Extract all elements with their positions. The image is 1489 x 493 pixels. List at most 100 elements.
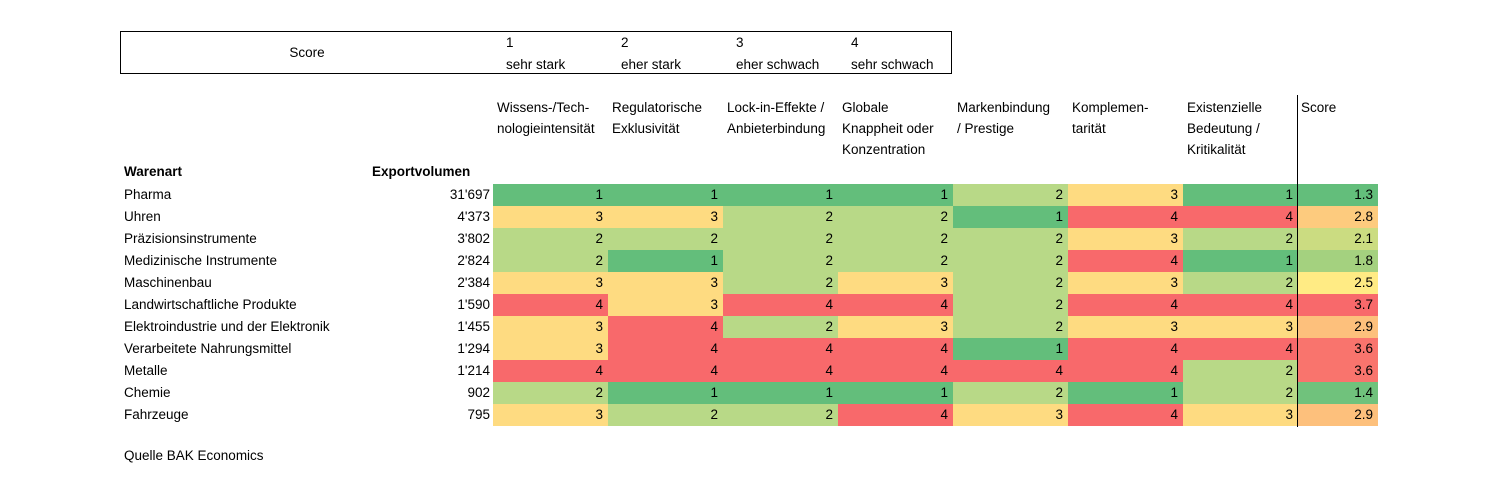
score-cell: 2.8	[1298, 206, 1378, 228]
heatmap-cell: 3	[838, 316, 953, 338]
heatmap-cell: 2	[723, 404, 838, 426]
score-legend: Score 1 sehr stark 2 eher stark 3 eher s…	[120, 31, 952, 74]
heatmap-cell: 2	[953, 294, 1068, 316]
row-label: Metalle	[124, 363, 168, 378]
heatmap-cell: 2	[953, 382, 1068, 404]
heatmap-cell: 4	[608, 360, 723, 382]
row-label: Elektroindustrie und der Elektronik	[124, 319, 330, 334]
legend-num: 3	[736, 35, 744, 50]
heatmap-cell: 2	[1183, 272, 1298, 294]
column-header-line: Knappheit oder	[842, 121, 934, 136]
heatmap-cell: 4	[953, 360, 1068, 382]
score-cell: 3.6	[1298, 360, 1378, 382]
score-column-header: Score	[1301, 100, 1337, 115]
column-header: Lock-in-Effekte / Anbieterbindung	[723, 97, 838, 139]
table-row: Pharma 31'697 1 1 1 1 2 3 1 1.3	[0, 184, 1489, 206]
column-header-line: Globale	[842, 100, 889, 115]
heatmap-cell: 3	[493, 338, 608, 360]
heatmap-cell: 4	[838, 294, 953, 316]
export-volume: 31'697	[449, 187, 490, 202]
heatmap-cell: 1	[723, 382, 838, 404]
heatmap-cell: 4	[838, 404, 953, 426]
table-row: Elektroindustrie und der Elektronik 1'455…	[0, 316, 1489, 338]
heatmap-cell: 4	[493, 360, 608, 382]
legend-label: eher stark	[621, 57, 682, 72]
heatmap-cell: 1	[608, 382, 723, 404]
export-volume: 3'802	[457, 231, 490, 246]
table-row: Maschinenbau 2'384 3 3 2 3 2 3 2 2.5	[0, 272, 1489, 294]
heatmap-cell: 4	[1183, 206, 1298, 228]
legend-num: 2	[621, 35, 629, 50]
heatmap-cell: 3	[1183, 316, 1298, 338]
heatmap-cell: 3	[1068, 184, 1183, 206]
heatmap-cell: 4	[1068, 206, 1183, 228]
column-header-line: Lock-in-Effekte /	[727, 100, 825, 115]
heatmap-cell: 1	[1183, 250, 1298, 272]
heatmap-cell: 4	[723, 294, 838, 316]
source-note: Quelle BAK Economics	[124, 448, 264, 463]
row-label: Präzisionsinstrumente	[124, 231, 257, 246]
heatmap-cell: 3	[608, 206, 723, 228]
column-header-line: Wissens-/Tech-	[497, 100, 590, 115]
heatmap-cell: 2	[723, 228, 838, 250]
legend-label: eher schwach	[736, 57, 820, 72]
column-header: Wissens-/Tech-nologieintensität	[493, 97, 608, 139]
row-label: Pharma	[124, 187, 172, 202]
score-cell: 1.4	[1298, 382, 1378, 404]
heatmap-cell: 2	[838, 206, 953, 228]
heatmap-cell: 4	[838, 338, 953, 360]
heatmap-cell: 1	[953, 338, 1068, 360]
row-label: Chemie	[124, 385, 171, 400]
column-header: Komplemen-tarität	[1068, 97, 1183, 139]
heatmap-cell: 3	[608, 272, 723, 294]
warenart-header: Warenart	[124, 164, 183, 179]
heatmap-cell: 3	[1068, 272, 1183, 294]
column-header-line: Komplemen-	[1072, 100, 1149, 115]
column-header-line: Konzentration	[842, 142, 926, 157]
export-volume: 1'294	[457, 341, 490, 356]
row-label: Medizinische Instrumente	[124, 253, 278, 268]
column-header: Globale Knappheit oder Konzentration	[838, 97, 953, 160]
heatmap-cell: 3	[493, 404, 608, 426]
column-header: Markenbindung / Prestige	[953, 97, 1068, 139]
heatmap-cell: 1	[608, 250, 723, 272]
heatmap-cell: 3	[493, 316, 608, 338]
score-divider	[1297, 95, 1298, 427]
row-label: Maschinenbau	[124, 275, 212, 290]
export-volume: 795	[467, 407, 490, 422]
column-header-line: tarität	[1072, 121, 1106, 136]
column-header-line: Exklusivität	[612, 121, 680, 136]
heatmap-cell: 3	[493, 272, 608, 294]
export-volume: 4'373	[457, 209, 490, 224]
score-cell: 2.1	[1298, 228, 1378, 250]
heatmap-cell: 4	[608, 338, 723, 360]
heatmap-cell: 4	[1183, 294, 1298, 316]
column-header: Regulatorische Exklusivität	[608, 97, 723, 139]
export-volume: 902	[467, 385, 490, 400]
score-cell: 2.5	[1298, 272, 1378, 294]
column-header-line: / Prestige	[957, 121, 1015, 136]
heatmap-cell: 4	[838, 360, 953, 382]
heatmap-cell: 4	[493, 294, 608, 316]
table-row: Metalle 1'214 4 4 4 4 4 4 2 3.6	[0, 360, 1489, 382]
column-header-line: Kritikalität	[1187, 142, 1246, 157]
table-row: Medizinische Instrumente 2'824 2 1 2 2 2 4 1 1.8	[0, 250, 1489, 272]
column-header-line: Bedeutung /	[1187, 121, 1260, 136]
heatmap-cell: 3	[608, 294, 723, 316]
export-volume: 1'214	[457, 363, 490, 378]
heatmap-cell: 2	[953, 228, 1068, 250]
heatmap-cell: 1	[838, 382, 953, 404]
export-volume: 2'824	[457, 253, 490, 268]
column-header: Existenzielle Bedeutung / Kritikalität	[1183, 97, 1298, 160]
exportvolumen-header: Exportvolumen	[372, 164, 471, 179]
heatmap-cell: 2	[723, 206, 838, 228]
heatmap-cell: 2	[608, 228, 723, 250]
heatmap-cell: 4	[1068, 338, 1183, 360]
heatmap-cell: 2	[1183, 382, 1298, 404]
heatmap-cell: 1	[1183, 184, 1298, 206]
heatmap-cell: 2	[953, 250, 1068, 272]
score-cell: 1.3	[1298, 184, 1378, 206]
heatmap-cell: 2	[1183, 360, 1298, 382]
heatmap-cell: 2	[723, 316, 838, 338]
heatmap-cell: 2	[723, 272, 838, 294]
